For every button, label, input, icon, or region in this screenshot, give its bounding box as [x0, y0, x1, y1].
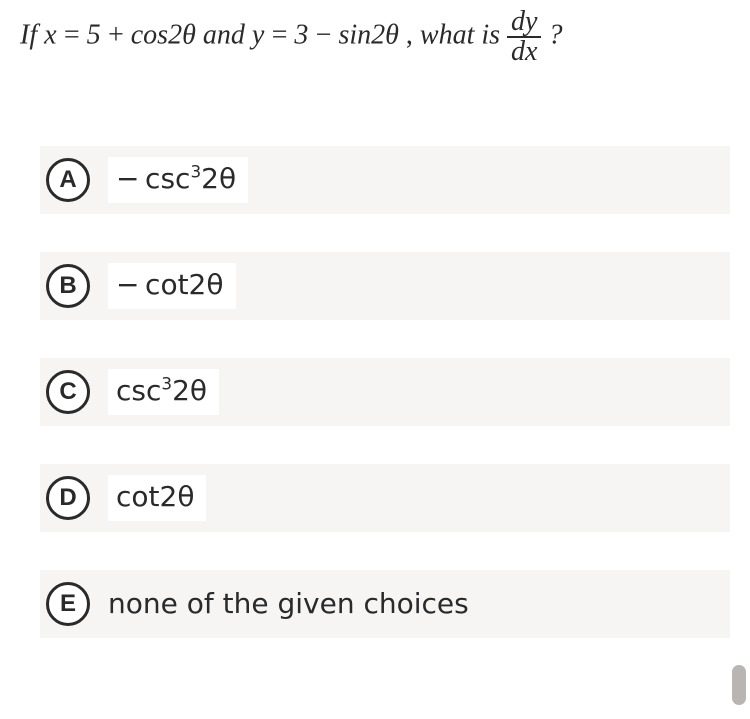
scrollbar-thumb[interactable]	[732, 665, 746, 705]
question-prompt: If x = 5 + cos2θ and y = 3 − sin2θ , wha…	[20, 8, 730, 66]
option-row-e[interactable]: Enone of the given choices	[40, 570, 730, 638]
option-text-c: csc32θ	[108, 369, 219, 415]
option-badge-b: B	[46, 264, 90, 308]
option-badge-d: D	[46, 476, 90, 520]
question-eq-y: y = 3 − sin2θ	[252, 19, 399, 50]
option-text-d: cot2θ	[108, 475, 206, 521]
question-and: and	[196, 19, 252, 50]
fraction-den: dx	[507, 36, 541, 66]
fraction-num: dy	[507, 8, 541, 36]
option-badge-a: A	[46, 158, 90, 202]
option-row-b[interactable]: B − cot2θ	[40, 252, 730, 320]
option-text-e: none of the given choices	[108, 590, 469, 618]
option-badge-e: E	[46, 582, 90, 626]
question-comma: ,	[399, 19, 420, 50]
option-row-d[interactable]: Dcot2θ	[40, 464, 730, 532]
question-eq-x: x = 5 + cos2θ	[44, 19, 196, 50]
option-row-a[interactable]: A − csc32θ	[40, 146, 730, 214]
option-badge-c: C	[46, 370, 90, 414]
options-list: A − csc32θ B − cot2θ Ccsc32θ Dcot2θ Enone of t…	[20, 146, 730, 638]
question-qmark: ?	[541, 19, 562, 50]
question-whatis: what is	[420, 19, 507, 50]
option-text-b: − cot2θ	[108, 263, 236, 309]
question-if: If	[20, 19, 44, 50]
fraction-dy-dx: dydx	[507, 8, 541, 66]
option-text-a: − csc32θ	[108, 157, 248, 203]
option-row-c[interactable]: Ccsc32θ	[40, 358, 730, 426]
